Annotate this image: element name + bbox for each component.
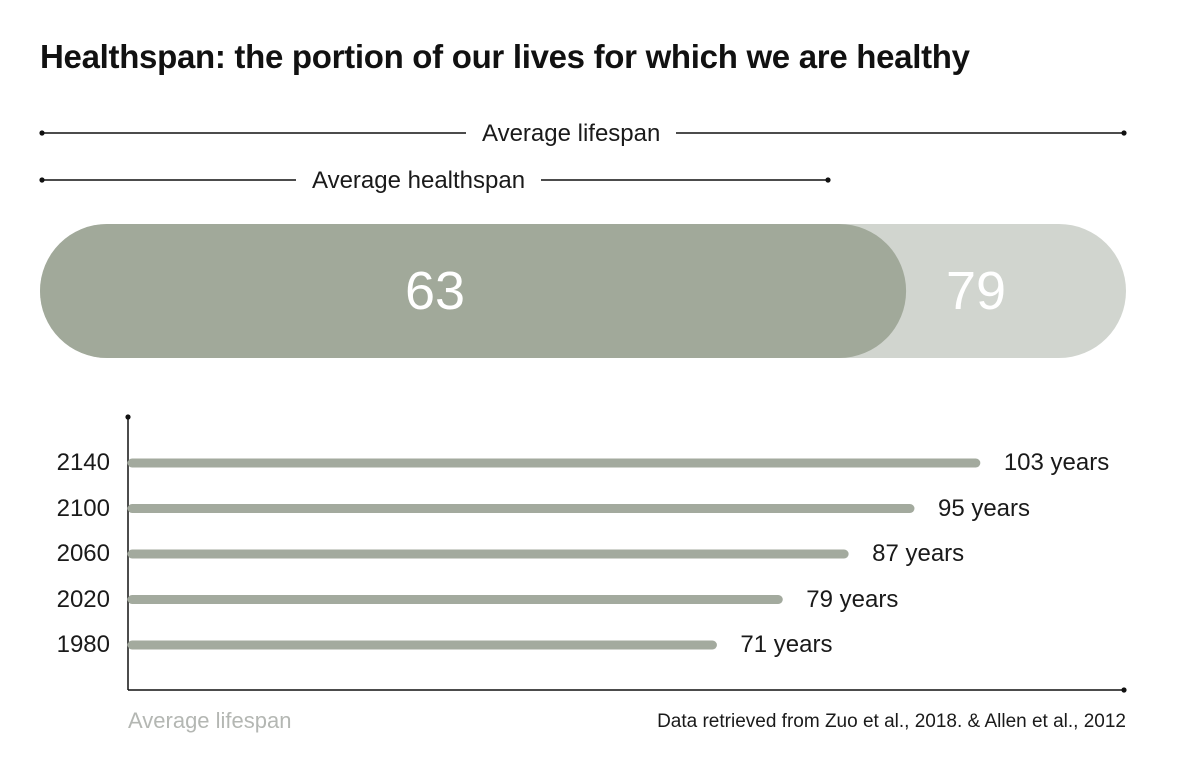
x-axis-end-dot <box>1121 687 1127 693</box>
healthspan-bracket-start-dot <box>39 177 45 183</box>
category-label-1980: 1980 <box>56 631 110 658</box>
category-label-2140: 2140 <box>56 449 110 476</box>
source-note: Data retrieved from Zuo et al., 2018. & … <box>657 711 1126 732</box>
bars-group <box>127 458 981 650</box>
healthspan-value: 63 <box>404 261 466 321</box>
category-label-2020: 2020 <box>56 585 110 613</box>
value-label-1980: 71 years <box>740 631 833 658</box>
healthspan-label: Average healthspan <box>296 167 542 195</box>
lifespan-bracket-start-dot <box>39 130 45 136</box>
lifespan-label: Average lifespan <box>466 120 677 148</box>
category-label-2100: 2100 <box>56 494 110 522</box>
healthspan-bracket-end-dot <box>825 177 831 183</box>
chart-title: Healthspan: the portion of our lives for… <box>40 38 970 75</box>
x-axis-label: Average lifespan <box>128 708 292 733</box>
lifespan-value: 79 <box>945 261 1007 321</box>
value-label-2100: 95 years <box>937 494 1031 522</box>
category-label-2060: 2060 <box>56 540 110 567</box>
value-label-2060: 87 years <box>872 540 965 567</box>
value-label-2140: 103 years <box>1003 449 1110 476</box>
healthspan-pill <box>40 224 907 358</box>
y-axis-top-dot <box>125 414 131 420</box>
lifespan-bracket-end-dot <box>1121 130 1127 136</box>
value-label-2020: 79 years <box>806 585 899 613</box>
